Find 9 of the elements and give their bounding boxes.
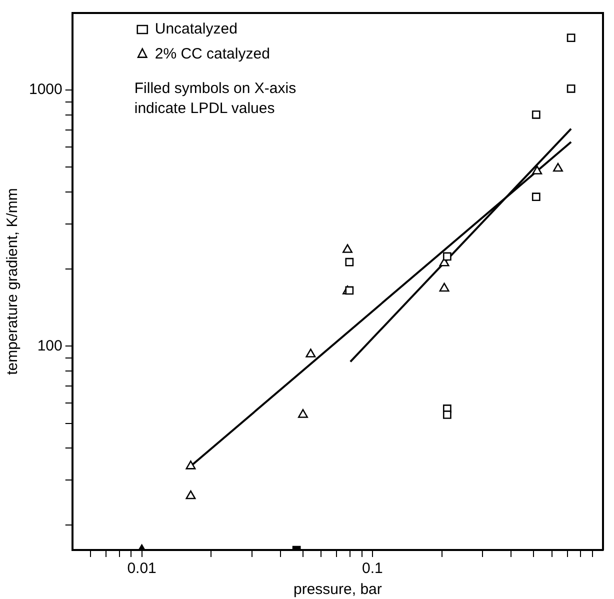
y-tick-label: 1000 bbox=[28, 81, 62, 98]
x-tick-label: 0.1 bbox=[362, 560, 383, 578]
legend-label: 2% CC catalyzed bbox=[154, 46, 270, 63]
annotation: Filled symbols on X-axis indicate LPDL values bbox=[134, 80, 296, 117]
y-axis-title: temperature gradient, K/mm bbox=[4, 188, 22, 375]
x-axis-title: pressure, bar bbox=[293, 581, 382, 598]
x-tick-label: 0.01 bbox=[127, 560, 156, 578]
y-tick-label: 100 bbox=[37, 337, 62, 354]
legend-label: Uncatalyzed bbox=[154, 20, 238, 38]
